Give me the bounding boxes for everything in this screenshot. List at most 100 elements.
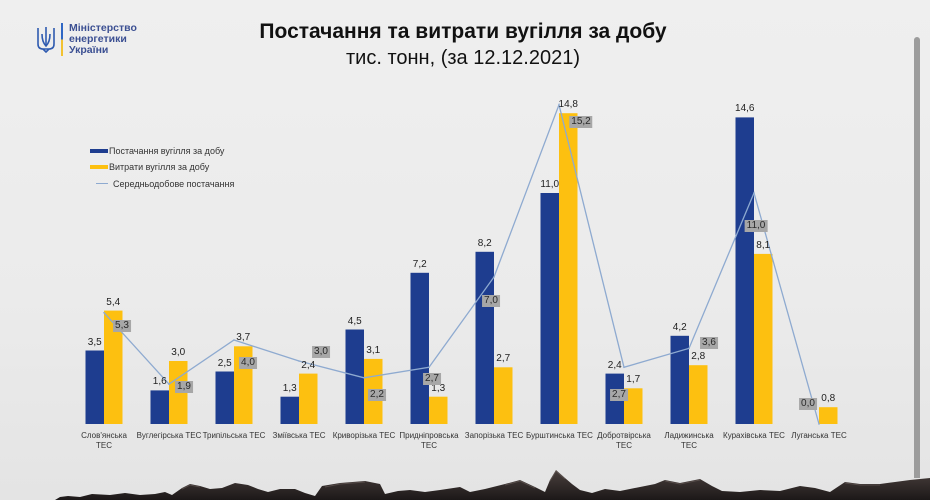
average-supply-point <box>818 423 820 425</box>
legend: Постачання вугілля за добу Витрати вугіл… <box>88 142 288 192</box>
supply-value-label: 3,5 <box>87 336 102 348</box>
ministry-name-line: енергетики <box>69 33 127 45</box>
category-label: Бурштинська ТЕС <box>526 431 593 440</box>
supply-bar <box>85 350 104 424</box>
category-label: Зміївська ТЕС <box>272 431 326 440</box>
legend-swatch-average <box>96 183 108 184</box>
average-value-label: 4,0 <box>239 357 257 369</box>
category-label: Запорізька ТЕС <box>464 431 524 440</box>
category-label: Придніпровська ТЕС <box>399 431 459 450</box>
supply-bar <box>150 390 169 424</box>
consumption-bar <box>689 365 708 424</box>
average-supply-point <box>363 377 365 379</box>
consumption-value-label: 3,1 <box>366 344 381 356</box>
supply-value-label: 11,0 <box>540 179 560 190</box>
average-supply-point <box>688 347 690 350</box>
supply-bar <box>540 193 559 424</box>
category-label: Слов'янська ТЕС <box>81 431 127 450</box>
category-label: Ладижинська ТЕС <box>664 431 714 450</box>
legend-label-consumption: Витрати вугілля за добу <box>109 162 210 172</box>
supply-bar <box>735 117 754 425</box>
average-value-label: 0,0 <box>799 398 817 410</box>
consumption-bar <box>299 373 318 424</box>
average-value-label: 3,6 <box>700 337 718 350</box>
average-value-label: 2,7 <box>423 373 441 386</box>
supply-bar <box>670 335 689 424</box>
consumption-value-label: 5,4 <box>106 296 121 308</box>
consumption-bar <box>559 113 578 424</box>
average-supply-point <box>103 311 105 314</box>
average-value-label: 2,2 <box>368 388 386 401</box>
supply-value-label: 2,4 <box>607 359 622 371</box>
ministry-name-line: України <box>69 44 109 56</box>
supply-bar <box>280 396 299 424</box>
category-label: Криворізька ТЕС <box>332 431 396 440</box>
average-value-label: 2,7 <box>610 389 628 402</box>
supply-value-label: 4,5 <box>347 315 362 327</box>
average-supply-point <box>428 366 430 369</box>
consumption-bar <box>104 310 123 424</box>
supply-value-label: 14,6 <box>735 103 755 115</box>
chart-subtitle: тис. тонн, (за 12.12.2021) <box>346 47 580 69</box>
supply-bar <box>215 371 234 424</box>
consumption-value-label: 1,3 <box>431 382 446 394</box>
supply-value-label: 8,2 <box>477 237 492 249</box>
average-supply-point <box>168 383 170 385</box>
coal-pile-decoration <box>55 470 930 500</box>
category-label: Луганська ТЕС <box>791 431 847 440</box>
average-supply-point <box>298 360 300 362</box>
supply-value-label: 2,5 <box>217 357 232 369</box>
legend-swatch-supply <box>90 149 108 153</box>
supply-value-label: 1,6 <box>152 376 167 388</box>
average-value-label: 11,0 <box>744 220 768 232</box>
consumption-bar <box>624 388 643 424</box>
category-label: Трипільська ТЕС <box>202 431 266 440</box>
legend-item-supply: Постачання вугілля за добу <box>88 145 288 157</box>
consumption-value-label: 2,8 <box>691 351 706 363</box>
ministry-name: Міністерство енергетики України <box>69 23 179 56</box>
vertical-scrollbar[interactable] <box>914 37 920 478</box>
consumption-value-label: 2,4 <box>301 359 316 371</box>
legend-label-supply: Постачання вугілля за добу <box>109 146 225 156</box>
average-value-label: 3,0 <box>312 346 330 358</box>
consumption-value-label: 8,1 <box>756 239 771 251</box>
consumption-value-label: 3,0 <box>171 347 186 358</box>
average-supply-point <box>233 339 235 341</box>
supply-bar <box>345 329 364 424</box>
consumption-bar <box>754 253 773 424</box>
consumption-bar <box>429 396 448 424</box>
supply-value-label: 7,2 <box>412 258 427 270</box>
consumption-value-label: 3,7 <box>236 332 251 344</box>
ministry-name-line: Міністерство <box>69 22 137 34</box>
category-label: Курахівська ТЕС <box>723 431 785 440</box>
category-label: Вуглегірська ТЕС <box>136 431 202 440</box>
legend-item-average: Середньодобове постачання <box>88 178 288 190</box>
supply-bar <box>475 251 494 424</box>
average-supply-point <box>558 104 560 106</box>
category-label: Добротвірська ТЕС <box>597 431 651 450</box>
consumption-value-label: 1,7 <box>626 374 641 386</box>
consumption-bar <box>819 407 838 424</box>
supply-value-label: 1,3 <box>282 382 297 394</box>
supply-value-label: 4,2 <box>672 321 687 333</box>
average-supply-point <box>493 276 495 278</box>
average-supply-point <box>753 192 755 194</box>
legend-item-consumption: Витрати вугілля за добу <box>88 161 288 173</box>
chart-title: Постачання та витрати вугілля за добу <box>259 20 667 43</box>
average-supply-line <box>103 102 820 425</box>
legend-swatch-consumption <box>90 165 108 169</box>
average-value-label: 1,9 <box>175 381 193 394</box>
trident-icon <box>37 27 55 53</box>
logo-divider <box>61 23 63 56</box>
average-value-label: 7,0 <box>482 295 500 307</box>
average-value-label: 15,2 <box>569 115 593 128</box>
consumption-value-label: 0,8 <box>821 393 836 405</box>
legend-label-average: Середньодобове постачання <box>113 179 235 189</box>
average-supply-point <box>623 366 625 369</box>
consumption-bar <box>494 367 513 424</box>
supply-bar <box>410 272 429 424</box>
consumption-value-label: 2,7 <box>496 353 511 365</box>
consumption-value-label: 14,8 <box>558 99 578 111</box>
